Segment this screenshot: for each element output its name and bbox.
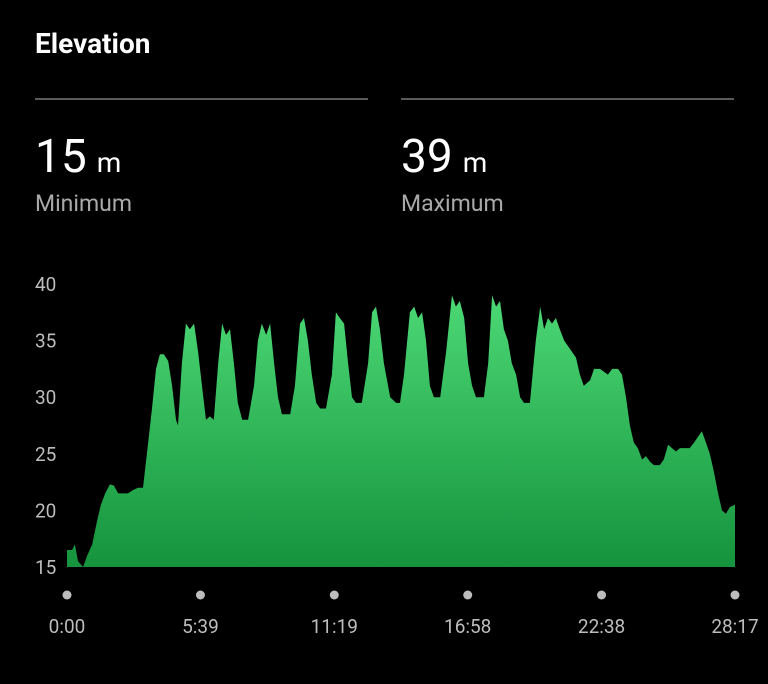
stat-value: 39 m (401, 130, 487, 184)
card-title: Elevation (35, 27, 150, 60)
x-tick-dot (195, 590, 205, 600)
y-tick-label: 40 (35, 273, 56, 296)
elevation-area (67, 295, 735, 567)
y-tick-label: 25 (35, 443, 56, 466)
x-tick-label: 5:39 (182, 615, 219, 638)
x-tick-dot (463, 590, 473, 600)
stat-value: 15 m (35, 130, 121, 184)
y-tick-label: 15 (35, 556, 56, 579)
x-tick-dot (597, 590, 607, 600)
stat-unit: m (463, 146, 488, 179)
x-tick-dot (329, 590, 339, 600)
x-tick-label: 28:17 (711, 615, 758, 638)
stat-unit: m (97, 146, 122, 179)
y-tick-label: 20 (35, 499, 56, 522)
x-tick-label: 0:00 (49, 615, 86, 638)
stat-number: 15 (35, 130, 87, 184)
stat-label: Maximum (401, 190, 504, 217)
y-tick-label: 35 (35, 330, 56, 353)
stat-number: 39 (401, 130, 453, 184)
x-tick-dot (730, 590, 740, 600)
x-tick-dot (62, 590, 72, 600)
y-tick-label: 30 (35, 386, 56, 409)
x-tick-label: 22:38 (578, 615, 625, 638)
x-tick-label: 11:19 (311, 615, 358, 638)
stat-label: Minimum (35, 190, 132, 217)
x-tick-label: 16:58 (444, 615, 491, 638)
